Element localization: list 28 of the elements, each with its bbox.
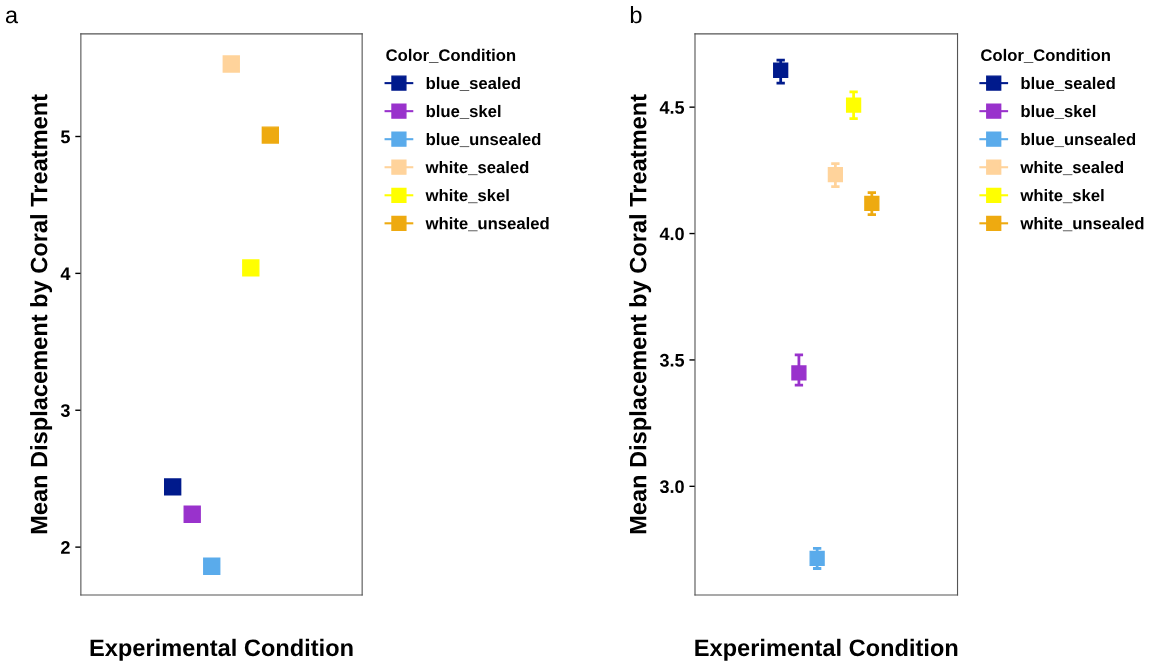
y-tick-label: 5 xyxy=(60,130,70,144)
legend-label: white_sealed xyxy=(1020,160,1124,176)
y-tick-label: 4.0 xyxy=(659,227,684,241)
legend-label: blue_skel xyxy=(1021,104,1096,120)
legend-label: white_unsealed xyxy=(1020,217,1144,232)
legend-label: blue_unsealed xyxy=(1021,132,1136,148)
legend-label: blue_skel xyxy=(426,104,501,120)
y-tick-label: 4 xyxy=(60,267,71,280)
y-tick-label: 2 xyxy=(61,541,70,554)
y-tick-label: 3 xyxy=(60,404,70,417)
legend-label: blue_sealed xyxy=(426,76,520,91)
legend-label: white_unsealed xyxy=(425,217,549,232)
y-tick-label: 4.5 xyxy=(659,101,685,114)
text: a xyxy=(5,10,19,24)
legend-title: Color_Condition xyxy=(386,48,516,63)
y-axis-title: Mean Displacement by Coral Treatment xyxy=(30,94,53,534)
y-tick-label: 3.5 xyxy=(659,353,685,367)
legend-title: Color_Condition xyxy=(981,48,1110,63)
x-axis-title: Experimental Condition xyxy=(90,638,353,661)
y-tick-label: 3.0 xyxy=(659,480,684,494)
y-axis-title: Mean Displacement by Coral Treatment xyxy=(629,94,652,534)
legend-label: blue_unsealed xyxy=(426,132,541,148)
x-axis-title: Experimental Condition xyxy=(695,638,958,661)
legend-label: white_skel xyxy=(1020,189,1104,204)
legend-label: white_sealed xyxy=(425,160,529,176)
text: b xyxy=(630,6,642,24)
legend-label: white_skel xyxy=(425,189,509,204)
legend-label: blue_sealed xyxy=(1021,76,1115,91)
